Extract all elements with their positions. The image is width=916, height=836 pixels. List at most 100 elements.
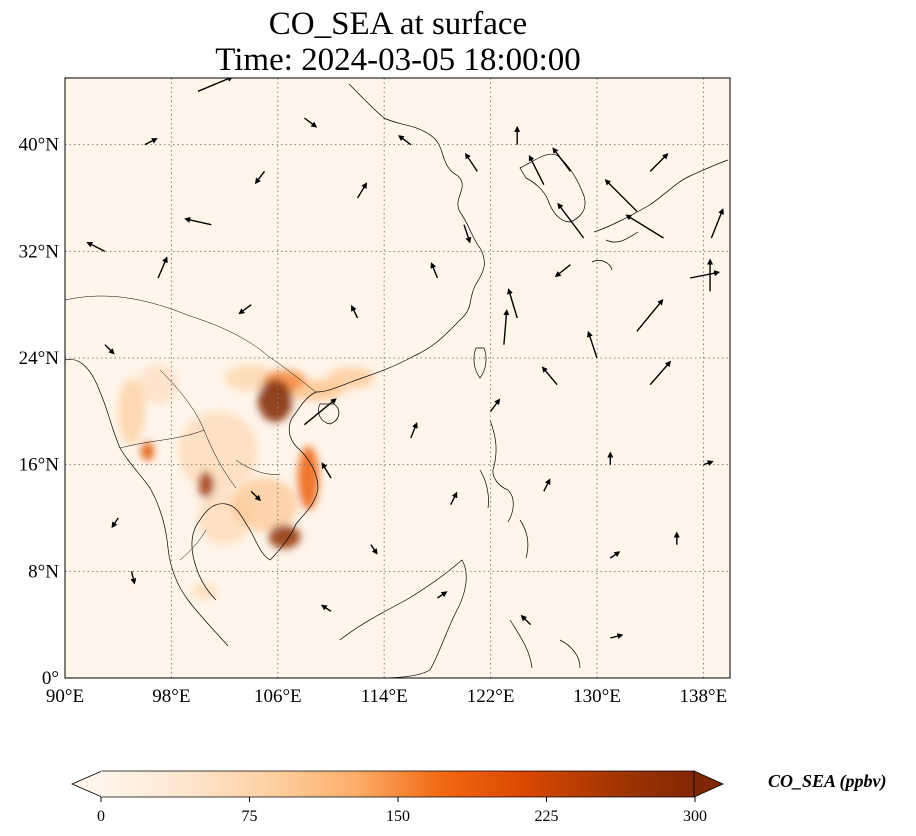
concentration-hotspot-0 bbox=[138, 364, 179, 405]
colorbar-tick-label: 75 bbox=[242, 808, 258, 825]
wind-arrow bbox=[649, 153, 669, 172]
wind-arrow bbox=[636, 298, 664, 332]
wind-arrow bbox=[430, 262, 439, 279]
x-tick-label: 106°E bbox=[254, 686, 302, 707]
wind-arrow bbox=[104, 344, 115, 355]
concentration-hotspot-1 bbox=[178, 411, 258, 492]
wind-arrow bbox=[541, 366, 558, 386]
colorbar-ticks: 0 75 150 225 300 bbox=[97, 797, 707, 825]
wind-arrow bbox=[604, 179, 638, 212]
concentration-hotspot-12 bbox=[198, 471, 214, 498]
wind-arrow bbox=[710, 208, 724, 239]
concentration-hotspot-10 bbox=[297, 446, 320, 510]
wind-arrow bbox=[552, 147, 571, 172]
colorbar-tick-label: 0 bbox=[97, 808, 105, 825]
graticule bbox=[65, 78, 730, 678]
concentration-hotspot-6 bbox=[327, 367, 375, 389]
wind-arrow bbox=[398, 135, 412, 146]
wind-arrow bbox=[649, 360, 672, 386]
y-tick-label: 40°N bbox=[19, 135, 60, 156]
wind-arrow bbox=[184, 217, 212, 226]
wind-arrow bbox=[351, 305, 359, 319]
map-frame bbox=[64, 77, 731, 679]
wind-arrow bbox=[463, 224, 472, 244]
colorbar-tick-label: 150 bbox=[386, 808, 410, 825]
coastline-myanmar bbox=[65, 358, 229, 647]
wind-arrow bbox=[197, 78, 234, 92]
colorbar-tick-label: 225 bbox=[535, 808, 559, 825]
wind-arrow bbox=[520, 614, 531, 626]
colorbar-tick-label: 300 bbox=[683, 808, 707, 825]
wind-arrow bbox=[503, 309, 510, 345]
wind-arrow bbox=[111, 517, 119, 529]
land-borders bbox=[65, 295, 317, 561]
chart-title-line1: CO_SEA at surface bbox=[269, 6, 527, 42]
x-tick-label: 130°E bbox=[573, 686, 621, 707]
coastline-taiwan bbox=[473, 347, 487, 379]
y-axis-ticks: 0° 8°N 16°N 24°N 32°N 40°N bbox=[19, 135, 60, 689]
coastline-philippines bbox=[479, 419, 529, 559]
concentration-field bbox=[118, 364, 375, 600]
coastline-korea bbox=[519, 153, 586, 223]
wind-arrow bbox=[464, 152, 478, 172]
x-tick-label: 114°E bbox=[361, 686, 408, 707]
x-axis-ticks: 90°E 98°E 106°E 114°E 122°E 130°E 138°E bbox=[46, 686, 727, 707]
coastline-hainan bbox=[318, 403, 340, 425]
wind-arrow bbox=[144, 138, 158, 146]
x-tick-label: 138°E bbox=[680, 686, 728, 707]
map-panel bbox=[65, 78, 730, 678]
wind-arrow bbox=[625, 214, 664, 239]
wind-vectors bbox=[86, 78, 724, 640]
concentration-hotspot-13 bbox=[268, 524, 301, 549]
colorbar-under-triangle bbox=[70, 770, 103, 798]
colorbar-over-triangle bbox=[693, 770, 724, 798]
wind-arrow bbox=[507, 288, 518, 319]
wind-arrow bbox=[689, 270, 721, 279]
y-tick-label: 8°N bbox=[28, 561, 59, 582]
wind-arrow bbox=[543, 478, 551, 492]
wind-arrow bbox=[250, 490, 262, 502]
x-tick-label: 90°E bbox=[46, 686, 84, 707]
wind-arrow bbox=[437, 591, 448, 599]
y-tick-label: 0° bbox=[42, 668, 59, 689]
wind-arrow bbox=[238, 304, 252, 315]
wind-arrow bbox=[610, 633, 624, 640]
colorbar-label: CO_SEA (ppbv) bbox=[768, 771, 887, 792]
coastline-sulawesi bbox=[509, 619, 581, 669]
wind-arrow bbox=[303, 117, 318, 128]
colorbar: 0 75 150 225 300 CO_SEA (ppbv) bbox=[70, 770, 887, 825]
x-tick-label: 98°E bbox=[152, 686, 190, 707]
coastlines bbox=[65, 83, 729, 678]
coastline-indochina bbox=[191, 417, 319, 601]
concentration-hotspot-7 bbox=[231, 478, 298, 532]
wind-arrow bbox=[609, 551, 621, 559]
wind-arrow bbox=[557, 202, 585, 239]
coastline-china bbox=[291, 83, 485, 419]
wind-arrow bbox=[130, 571, 137, 585]
wind-arrow bbox=[356, 182, 368, 199]
wind-arrow bbox=[410, 422, 418, 439]
wind-arrow bbox=[157, 256, 168, 279]
coastline-borneo bbox=[339, 559, 467, 678]
wind-arrow bbox=[303, 398, 337, 426]
colorbar-bar bbox=[101, 771, 695, 797]
concentration-hotspot-11 bbox=[140, 442, 155, 461]
y-tick-label: 16°N bbox=[19, 455, 60, 476]
concentration-hotspot-14 bbox=[257, 379, 293, 422]
wind-arrow bbox=[321, 462, 332, 479]
wind-arrow bbox=[587, 330, 598, 359]
wind-arrow bbox=[450, 491, 458, 505]
chart-title-line2: Time: 2024-03-05 18:00:00 bbox=[215, 42, 580, 78]
wind-arrow bbox=[370, 544, 378, 555]
wind-arrow bbox=[528, 154, 545, 185]
wind-arrow bbox=[320, 604, 332, 612]
concentration-hotspot-5 bbox=[118, 378, 145, 445]
x-tick-label: 122°E bbox=[467, 686, 515, 707]
coastline-japan bbox=[591, 159, 729, 271]
y-tick-label: 32°N bbox=[19, 241, 60, 262]
wind-arrow bbox=[703, 460, 714, 466]
wind-arrow bbox=[86, 242, 106, 252]
wind-arrow bbox=[490, 398, 501, 412]
y-tick-label: 24°N bbox=[19, 348, 60, 369]
